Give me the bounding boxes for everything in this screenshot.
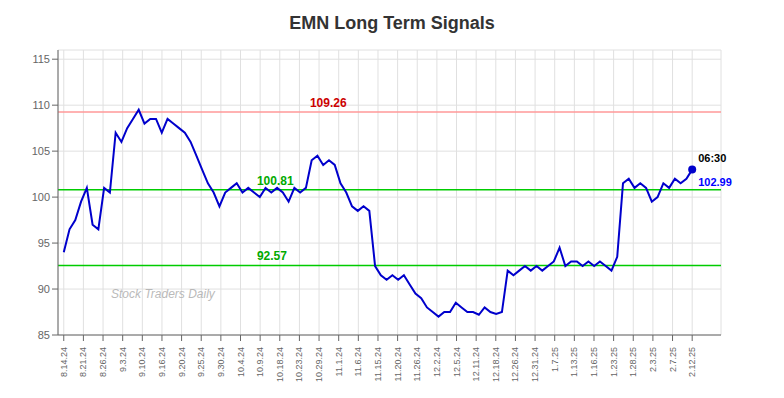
- svg-text:12.31.24: 12.31.24: [530, 347, 540, 382]
- svg-text:102.99: 102.99: [698, 176, 732, 188]
- svg-text:1.7.25: 1.7.25: [550, 347, 560, 372]
- svg-text:11.26.24: 11.26.24: [412, 347, 422, 381]
- svg-text:10.4.24: 10.4.24: [236, 347, 246, 377]
- svg-text:105: 105: [32, 145, 50, 157]
- svg-text:11.6.24: 11.6.24: [353, 347, 363, 376]
- html-text:Stock Traders Daily: Stock Traders Daily: [111, 286, 215, 301]
- svg-text:9.3.24: 9.3.24: [118, 347, 128, 372]
- svg-text:95: 95: [38, 237, 50, 249]
- svg-text:109.26: 109.26: [310, 96, 347, 110]
- svg-text:12.2.24: 12.2.24: [432, 347, 442, 377]
- svg-text:8.21.24: 8.21.24: [78, 347, 88, 377]
- svg-text:1.16.25: 1.16.25: [589, 347, 599, 377]
- svg-text:10.23.24: 10.23.24: [294, 347, 304, 382]
- svg-text:10.29.24: 10.29.24: [314, 347, 324, 382]
- svg-text:2.12.25: 2.12.25: [687, 347, 697, 377]
- svg-text:1.23.25: 1.23.25: [609, 347, 619, 377]
- svg-text:2.3.25: 2.3.25: [648, 347, 658, 372]
- html-text:EMN Long Term Signals: EMN Long Term Signals: [289, 13, 495, 33]
- svg-text:1.28.25: 1.28.25: [628, 347, 638, 377]
- svg-text:12.26.24: 12.26.24: [510, 347, 520, 382]
- svg-text:11.1.24: 11.1.24: [334, 347, 344, 376]
- svg-text:8.26.24: 8.26.24: [98, 347, 108, 377]
- svg-text:115: 115: [32, 53, 50, 65]
- svg-text:12.18.24: 12.18.24: [491, 347, 501, 382]
- svg-text:11.15.24: 11.15.24: [373, 347, 383, 381]
- svg-text:92.57: 92.57: [257, 249, 287, 263]
- svg-text:2.7.25: 2.7.25: [668, 347, 678, 372]
- svg-text:12.11.24: 12.11.24: [471, 347, 481, 381]
- svg-text:1.13.25: 1.13.25: [569, 347, 579, 377]
- svg-text:12.5.24: 12.5.24: [452, 347, 462, 377]
- svg-text:10.18.24: 10.18.24: [275, 347, 285, 382]
- svg-text:90: 90: [38, 283, 50, 295]
- svg-text:100: 100: [32, 191, 50, 203]
- svg-text:06:30: 06:30: [698, 152, 726, 164]
- svg-text:110: 110: [32, 99, 50, 111]
- svg-text:9.25.24: 9.25.24: [196, 347, 206, 377]
- svg-text:85: 85: [38, 329, 50, 341]
- svg-text:11.20.24: 11.20.24: [393, 347, 403, 381]
- svg-text:9.10.24: 9.10.24: [137, 347, 147, 377]
- svg-text:9.20.24: 9.20.24: [177, 347, 187, 377]
- svg-text:100.81: 100.81: [257, 174, 294, 188]
- svg-text:8.14.24: 8.14.24: [59, 347, 69, 377]
- svg-text:9.16.24: 9.16.24: [157, 347, 167, 377]
- svg-text:9.30.24: 9.30.24: [216, 347, 226, 377]
- svg-text:10.9.24: 10.9.24: [255, 347, 265, 377]
